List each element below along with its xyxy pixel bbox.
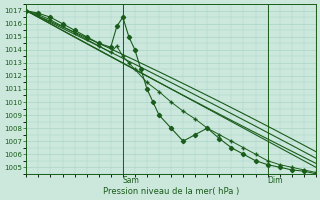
Text: Dim: Dim	[268, 176, 283, 185]
X-axis label: Pression niveau de la mer( hPa ): Pression niveau de la mer( hPa )	[103, 187, 239, 196]
Text: Sam: Sam	[123, 176, 140, 185]
